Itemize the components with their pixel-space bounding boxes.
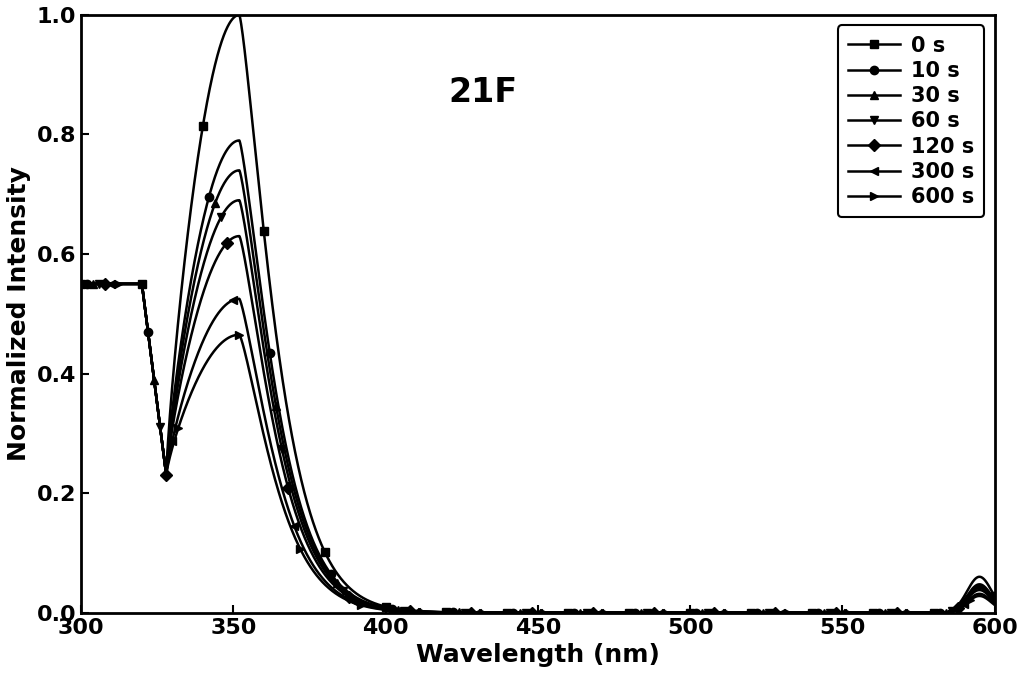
60 s xyxy=(988,597,1000,605)
60 s xyxy=(948,606,960,614)
Line: 0 s: 0 s xyxy=(77,11,998,617)
Text: 21F: 21F xyxy=(449,76,518,109)
600 s xyxy=(947,607,959,615)
120 s xyxy=(257,366,270,374)
0 s xyxy=(629,609,642,617)
0 s xyxy=(514,609,526,617)
300 s xyxy=(629,609,642,617)
10 s xyxy=(439,608,451,616)
60 s xyxy=(629,609,642,617)
Line: 30 s: 30 s xyxy=(77,166,998,617)
0 s xyxy=(378,603,391,611)
300 s xyxy=(257,405,270,413)
120 s xyxy=(234,232,246,240)
300 s xyxy=(947,607,959,615)
0 s xyxy=(439,608,451,616)
0 s xyxy=(234,11,246,19)
300 s xyxy=(988,600,1000,608)
120 s xyxy=(75,280,87,288)
60 s xyxy=(439,608,451,616)
300 s xyxy=(514,609,526,617)
600 s xyxy=(439,609,451,617)
120 s xyxy=(378,605,391,613)
60 s xyxy=(257,343,270,351)
60 s xyxy=(514,609,526,617)
30 s xyxy=(629,609,642,617)
Legend: 0 s, 10 s, 30 s, 60 s, 120 s, 300 s, 600 s: 0 s, 10 s, 30 s, 60 s, 120 s, 300 s, 600… xyxy=(837,26,984,218)
600 s xyxy=(514,609,526,617)
Line: 300 s: 300 s xyxy=(77,280,998,617)
X-axis label: Wavelength (nm): Wavelength (nm) xyxy=(416,643,660,667)
30 s xyxy=(943,609,955,617)
10 s xyxy=(514,609,526,617)
Line: 120 s: 120 s xyxy=(77,232,998,617)
120 s xyxy=(948,606,960,614)
10 s xyxy=(988,596,1000,604)
0 s xyxy=(988,592,1000,601)
600 s xyxy=(75,280,87,288)
10 s xyxy=(948,605,960,613)
120 s xyxy=(629,609,642,617)
Line: 60 s: 60 s xyxy=(77,196,998,617)
0 s xyxy=(943,609,955,617)
120 s xyxy=(514,609,526,617)
600 s xyxy=(988,601,1000,609)
300 s xyxy=(439,609,451,617)
60 s xyxy=(234,196,246,204)
600 s xyxy=(378,606,391,614)
0 s xyxy=(948,605,960,613)
30 s xyxy=(514,609,526,617)
Line: 600 s: 600 s xyxy=(77,280,998,617)
30 s xyxy=(378,604,391,612)
300 s xyxy=(75,280,87,288)
120 s xyxy=(988,599,1000,607)
30 s xyxy=(234,166,246,175)
60 s xyxy=(943,609,955,617)
600 s xyxy=(257,429,270,437)
0 s xyxy=(257,224,270,232)
10 s xyxy=(75,280,87,288)
10 s xyxy=(257,305,270,313)
300 s xyxy=(943,609,955,617)
10 s xyxy=(943,609,955,617)
30 s xyxy=(439,608,451,616)
Line: 10 s: 10 s xyxy=(77,136,998,617)
60 s xyxy=(75,280,87,288)
30 s xyxy=(75,280,87,288)
10 s xyxy=(234,136,246,144)
Y-axis label: Normalized Intensity: Normalized Intensity xyxy=(7,166,31,461)
120 s xyxy=(943,609,955,617)
120 s xyxy=(439,609,451,617)
0 s xyxy=(75,280,87,288)
600 s xyxy=(943,609,955,617)
10 s xyxy=(629,609,642,617)
300 s xyxy=(378,605,391,613)
30 s xyxy=(988,596,1000,605)
30 s xyxy=(257,324,270,332)
10 s xyxy=(378,604,391,612)
30 s xyxy=(948,606,960,614)
60 s xyxy=(378,604,391,612)
600 s xyxy=(629,609,642,617)
